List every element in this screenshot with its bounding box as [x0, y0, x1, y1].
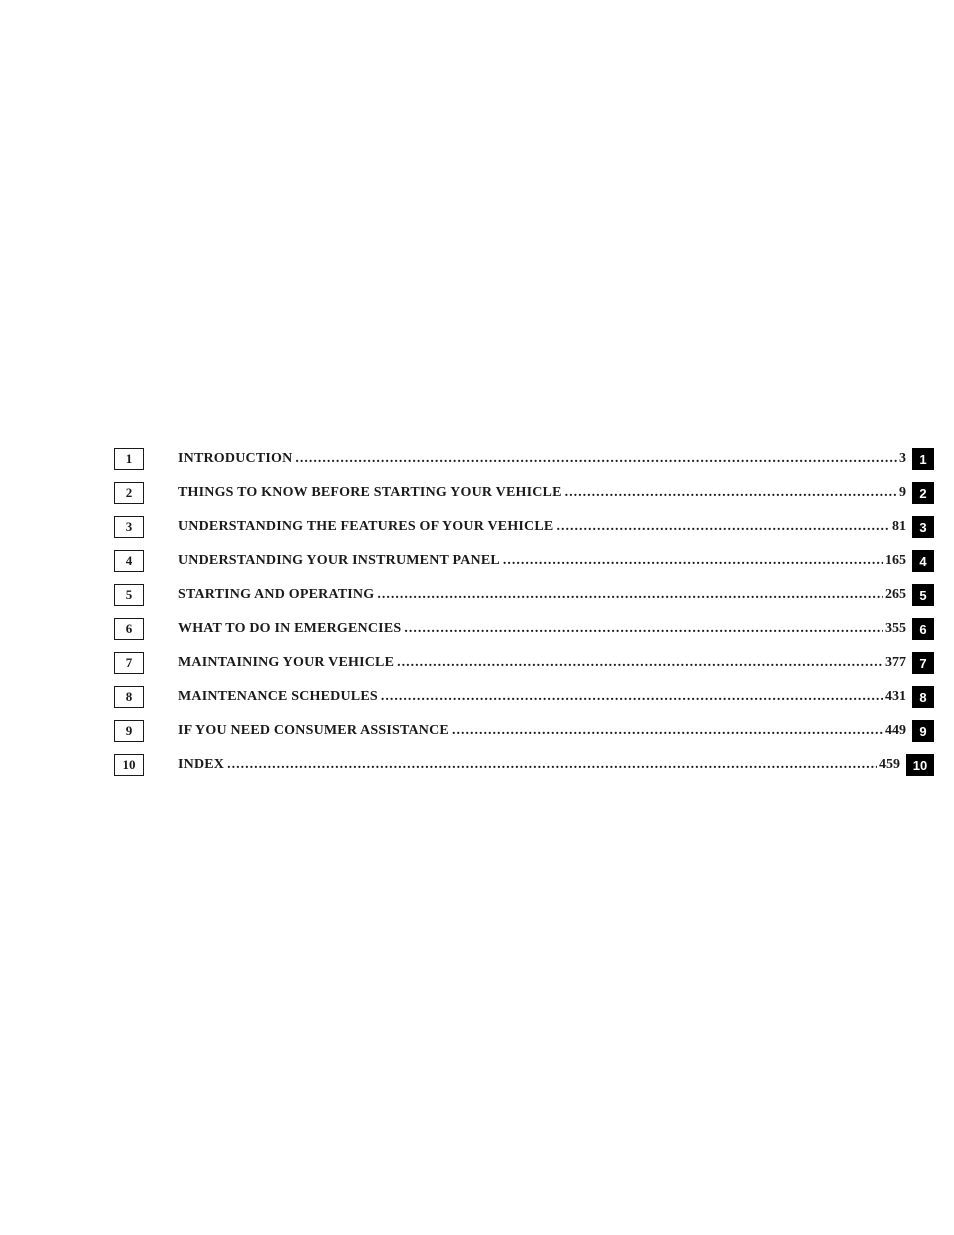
toc-entry: INTRODUCTION 3 [178, 451, 906, 467]
toc-row: 4 UNDERSTANDING YOUR INSTRUMENT PANEL 16… [114, 544, 934, 578]
page-number: 81 [890, 519, 906, 535]
chapter-title: STARTING AND OPERATING [178, 587, 374, 603]
chapter-number-box: 4 [114, 550, 144, 572]
chapter-title: INDEX [178, 757, 224, 773]
thumb-tab: 1 [912, 448, 934, 470]
chapter-number-box: 1 [114, 448, 144, 470]
page-number: 165 [883, 553, 906, 569]
chapter-title: WHAT TO DO IN EMERGENCIES [178, 621, 401, 637]
chapter-title: THINGS TO KNOW BEFORE STARTING YOUR VEHI… [178, 485, 562, 501]
chapter-title: INTRODUCTION [178, 451, 292, 467]
page-number: 355 [883, 621, 906, 637]
page-number: 449 [883, 723, 906, 739]
toc-entry: MAINTENANCE SCHEDULES 431 [178, 689, 906, 705]
thumb-tab: 8 [912, 686, 934, 708]
thumb-tab: 2 [912, 482, 934, 504]
leader-dots [292, 451, 897, 467]
chapter-number-box: 8 [114, 686, 144, 708]
leader-dots [562, 485, 897, 501]
page-number: 431 [883, 689, 906, 705]
toc-entry: UNDERSTANDING THE FEATURES OF YOUR VEHIC… [178, 519, 906, 535]
thumb-tab: 6 [912, 618, 934, 640]
thumb-tab: 4 [912, 550, 934, 572]
page-number: 265 [883, 587, 906, 603]
chapter-title: UNDERSTANDING THE FEATURES OF YOUR VEHIC… [178, 519, 553, 535]
chapter-number-box: 5 [114, 584, 144, 606]
thumb-tab: 5 [912, 584, 934, 606]
toc-row: 6 WHAT TO DO IN EMERGENCIES 355 6 [114, 612, 934, 646]
leader-dots [449, 723, 883, 739]
chapter-number-box: 2 [114, 482, 144, 504]
chapter-number-box: 10 [114, 754, 144, 776]
toc-row: 5 STARTING AND OPERATING 265 5 [114, 578, 934, 612]
toc-entry: MAINTAINING YOUR VEHICLE 377 [178, 655, 906, 671]
toc-entry: STARTING AND OPERATING 265 [178, 587, 906, 603]
chapter-title: MAINTAINING YOUR VEHICLE [178, 655, 394, 671]
leader-dots [224, 757, 877, 773]
toc-row: 8 MAINTENANCE SCHEDULES 431 8 [114, 680, 934, 714]
thumb-tab: 3 [912, 516, 934, 538]
toc-entry: WHAT TO DO IN EMERGENCIES 355 [178, 621, 906, 637]
leader-dots [401, 621, 883, 637]
chapter-number-box: 9 [114, 720, 144, 742]
chapter-title: IF YOU NEED CONSUMER ASSISTANCE [178, 723, 449, 739]
chapter-number-box: 3 [114, 516, 144, 538]
page-number: 459 [877, 757, 900, 773]
leader-dots [374, 587, 883, 603]
leader-dots [394, 655, 883, 671]
page-number: 377 [883, 655, 906, 671]
toc-row: 7 MAINTAINING YOUR VEHICLE 377 7 [114, 646, 934, 680]
toc-row: 3 UNDERSTANDING THE FEATURES OF YOUR VEH… [114, 510, 934, 544]
toc-entry: IF YOU NEED CONSUMER ASSISTANCE 449 [178, 723, 906, 739]
leader-dots [378, 689, 883, 705]
toc-page: 1 INTRODUCTION 3 1 2 THINGS TO KNOW BEFO… [0, 0, 954, 1235]
toc-row: 1 INTRODUCTION 3 1 [114, 442, 934, 476]
thumb-tab: 9 [912, 720, 934, 742]
leader-dots [553, 519, 890, 535]
leader-dots [500, 553, 883, 569]
thumb-tab: 7 [912, 652, 934, 674]
chapter-number-box: 7 [114, 652, 144, 674]
toc-row: 2 THINGS TO KNOW BEFORE STARTING YOUR VE… [114, 476, 934, 510]
chapter-title: UNDERSTANDING YOUR INSTRUMENT PANEL [178, 553, 500, 569]
toc-entry: THINGS TO KNOW BEFORE STARTING YOUR VEHI… [178, 485, 906, 501]
page-number: 9 [897, 485, 906, 501]
toc-entry: UNDERSTANDING YOUR INSTRUMENT PANEL 165 [178, 553, 906, 569]
toc-row: 10 INDEX 459 10 [114, 748, 934, 782]
toc-row: 9 IF YOU NEED CONSUMER ASSISTANCE 449 9 [114, 714, 934, 748]
page-number: 3 [897, 451, 906, 467]
chapter-title: MAINTENANCE SCHEDULES [178, 689, 378, 705]
toc-entry: INDEX 459 [178, 757, 900, 773]
thumb-tab: 10 [906, 754, 934, 776]
chapter-number-box: 6 [114, 618, 144, 640]
